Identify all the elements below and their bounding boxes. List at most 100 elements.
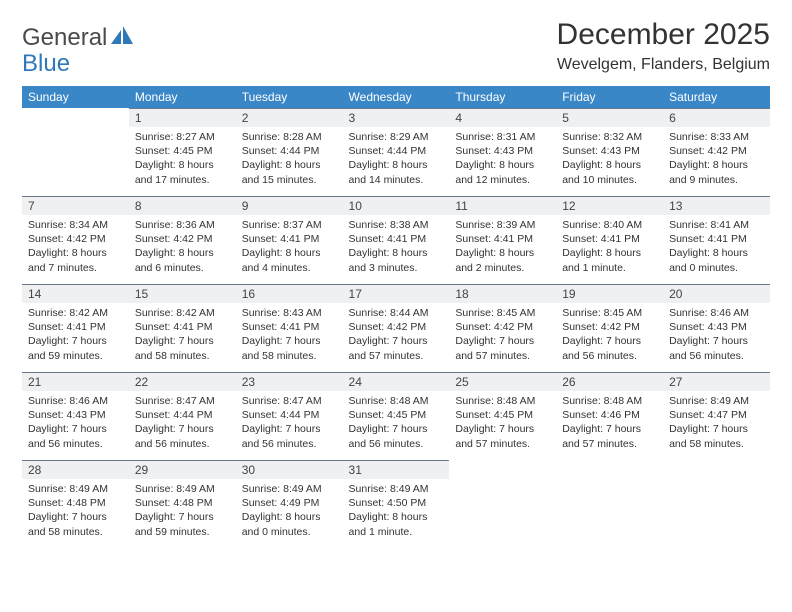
daylight-text: Daylight: 7 hours and 56 minutes. (349, 422, 444, 450)
day-details: Sunrise: 8:33 AMSunset: 4:42 PMDaylight:… (663, 127, 770, 193)
sunrise-text: Sunrise: 8:47 AM (242, 394, 337, 408)
daylight-text: Daylight: 8 hours and 12 minutes. (455, 158, 550, 186)
sunset-text: Sunset: 4:42 PM (669, 144, 764, 158)
calendar-week-row: 7Sunrise: 8:34 AMSunset: 4:42 PMDaylight… (22, 196, 770, 284)
day-number: 3 (343, 108, 450, 127)
calendar-day-cell: 11Sunrise: 8:39 AMSunset: 4:41 PMDayligh… (449, 196, 556, 284)
daylight-text: Daylight: 7 hours and 56 minutes. (28, 422, 123, 450)
sunset-text: Sunset: 4:41 PM (562, 232, 657, 246)
weekday-header: Sunday (22, 86, 129, 108)
calendar-week-row: 1Sunrise: 8:27 AMSunset: 4:45 PMDaylight… (22, 108, 770, 196)
calendar-day-cell: 27Sunrise: 8:49 AMSunset: 4:47 PMDayligh… (663, 372, 770, 460)
day-details: Sunrise: 8:47 AMSunset: 4:44 PMDaylight:… (236, 391, 343, 457)
calendar-day-cell: 12Sunrise: 8:40 AMSunset: 4:41 PMDayligh… (556, 196, 663, 284)
calendar-day-cell: 20Sunrise: 8:46 AMSunset: 4:43 PMDayligh… (663, 284, 770, 372)
logo-sail-icon (111, 26, 133, 51)
day-number: 19 (556, 284, 663, 303)
sunrise-text: Sunrise: 8:37 AM (242, 218, 337, 232)
sunset-text: Sunset: 4:42 PM (28, 232, 123, 246)
weekday-header: Wednesday (343, 86, 450, 108)
daylight-text: Daylight: 8 hours and 15 minutes. (242, 158, 337, 186)
day-details: Sunrise: 8:49 AMSunset: 4:47 PMDaylight:… (663, 391, 770, 457)
sunrise-text: Sunrise: 8:32 AM (562, 130, 657, 144)
calendar-day-cell: 16Sunrise: 8:43 AMSunset: 4:41 PMDayligh… (236, 284, 343, 372)
day-number: 26 (556, 372, 663, 391)
calendar-day-cell: 31Sunrise: 8:49 AMSunset: 4:50 PMDayligh… (343, 460, 450, 548)
sunrise-text: Sunrise: 8:46 AM (669, 306, 764, 320)
calendar-day-cell (663, 460, 770, 548)
sunrise-text: Sunrise: 8:49 AM (135, 482, 230, 496)
day-number: 2 (236, 108, 343, 127)
calendar-day-cell: 17Sunrise: 8:44 AMSunset: 4:42 PMDayligh… (343, 284, 450, 372)
sunset-text: Sunset: 4:42 PM (562, 320, 657, 334)
day-number: 11 (449, 196, 556, 215)
day-number: 5 (556, 108, 663, 127)
sunset-text: Sunset: 4:41 PM (455, 232, 550, 246)
calendar-day-cell: 14Sunrise: 8:42 AMSunset: 4:41 PMDayligh… (22, 284, 129, 372)
calendar-day-cell: 28Sunrise: 8:49 AMSunset: 4:48 PMDayligh… (22, 460, 129, 548)
day-details: Sunrise: 8:38 AMSunset: 4:41 PMDaylight:… (343, 215, 450, 281)
day-number: 30 (236, 460, 343, 479)
sunset-text: Sunset: 4:43 PM (562, 144, 657, 158)
day-details: Sunrise: 8:41 AMSunset: 4:41 PMDaylight:… (663, 215, 770, 281)
day-number: 6 (663, 108, 770, 127)
sunrise-text: Sunrise: 8:49 AM (28, 482, 123, 496)
day-number: 15 (129, 284, 236, 303)
daylight-text: Daylight: 7 hours and 56 minutes. (135, 422, 230, 450)
day-details: Sunrise: 8:31 AMSunset: 4:43 PMDaylight:… (449, 127, 556, 193)
day-number: 16 (236, 284, 343, 303)
day-details: Sunrise: 8:34 AMSunset: 4:42 PMDaylight:… (22, 215, 129, 281)
sunset-text: Sunset: 4:44 PM (135, 408, 230, 422)
day-number: 27 (663, 372, 770, 391)
day-number: 4 (449, 108, 556, 127)
sunrise-text: Sunrise: 8:46 AM (28, 394, 123, 408)
day-details: Sunrise: 8:40 AMSunset: 4:41 PMDaylight:… (556, 215, 663, 281)
sunset-text: Sunset: 4:43 PM (28, 408, 123, 422)
weekday-header: Tuesday (236, 86, 343, 108)
brand-part1: General (22, 24, 107, 52)
calendar-day-cell: 21Sunrise: 8:46 AMSunset: 4:43 PMDayligh… (22, 372, 129, 460)
day-details: Sunrise: 8:48 AMSunset: 4:45 PMDaylight:… (449, 391, 556, 457)
day-number: 8 (129, 196, 236, 215)
sunrise-text: Sunrise: 8:36 AM (135, 218, 230, 232)
sunrise-text: Sunrise: 8:42 AM (28, 306, 123, 320)
day-details: Sunrise: 8:48 AMSunset: 4:45 PMDaylight:… (343, 391, 450, 457)
sunset-text: Sunset: 4:46 PM (562, 408, 657, 422)
calendar-day-cell: 4Sunrise: 8:31 AMSunset: 4:43 PMDaylight… (449, 108, 556, 196)
daylight-text: Daylight: 7 hours and 58 minutes. (135, 334, 230, 362)
daylight-text: Daylight: 8 hours and 6 minutes. (135, 246, 230, 274)
calendar-day-cell (22, 108, 129, 196)
sunset-text: Sunset: 4:45 PM (135, 144, 230, 158)
day-details: Sunrise: 8:42 AMSunset: 4:41 PMDaylight:… (129, 303, 236, 369)
day-details: Sunrise: 8:43 AMSunset: 4:41 PMDaylight:… (236, 303, 343, 369)
day-number: 20 (663, 284, 770, 303)
daylight-text: Daylight: 7 hours and 56 minutes. (562, 334, 657, 362)
calendar-day-cell: 23Sunrise: 8:47 AMSunset: 4:44 PMDayligh… (236, 372, 343, 460)
calendar-day-cell: 26Sunrise: 8:48 AMSunset: 4:46 PMDayligh… (556, 372, 663, 460)
calendar-day-cell: 10Sunrise: 8:38 AMSunset: 4:41 PMDayligh… (343, 196, 450, 284)
day-details: Sunrise: 8:32 AMSunset: 4:43 PMDaylight:… (556, 127, 663, 193)
daylight-text: Daylight: 8 hours and 9 minutes. (669, 158, 764, 186)
day-number: 29 (129, 460, 236, 479)
sunrise-text: Sunrise: 8:44 AM (349, 306, 444, 320)
calendar-week-row: 14Sunrise: 8:42 AMSunset: 4:41 PMDayligh… (22, 284, 770, 372)
sunrise-text: Sunrise: 8:42 AM (135, 306, 230, 320)
weekday-header: Thursday (449, 86, 556, 108)
day-details: Sunrise: 8:42 AMSunset: 4:41 PMDaylight:… (22, 303, 129, 369)
weekday-header: Friday (556, 86, 663, 108)
day-number: 28 (22, 460, 129, 479)
sunrise-text: Sunrise: 8:39 AM (455, 218, 550, 232)
sunset-text: Sunset: 4:50 PM (349, 496, 444, 510)
day-details: Sunrise: 8:36 AMSunset: 4:42 PMDaylight:… (129, 215, 236, 281)
day-number: 17 (343, 284, 450, 303)
calendar-day-cell: 15Sunrise: 8:42 AMSunset: 4:41 PMDayligh… (129, 284, 236, 372)
calendar-day-cell: 2Sunrise: 8:28 AMSunset: 4:44 PMDaylight… (236, 108, 343, 196)
sunset-text: Sunset: 4:41 PM (28, 320, 123, 334)
calendar-day-cell (556, 460, 663, 548)
daylight-text: Daylight: 8 hours and 2 minutes. (455, 246, 550, 274)
weekday-header: Saturday (663, 86, 770, 108)
sunrise-text: Sunrise: 8:48 AM (562, 394, 657, 408)
sunrise-text: Sunrise: 8:43 AM (242, 306, 337, 320)
day-details: Sunrise: 8:39 AMSunset: 4:41 PMDaylight:… (449, 215, 556, 281)
day-details: Sunrise: 8:49 AMSunset: 4:50 PMDaylight:… (343, 479, 450, 545)
